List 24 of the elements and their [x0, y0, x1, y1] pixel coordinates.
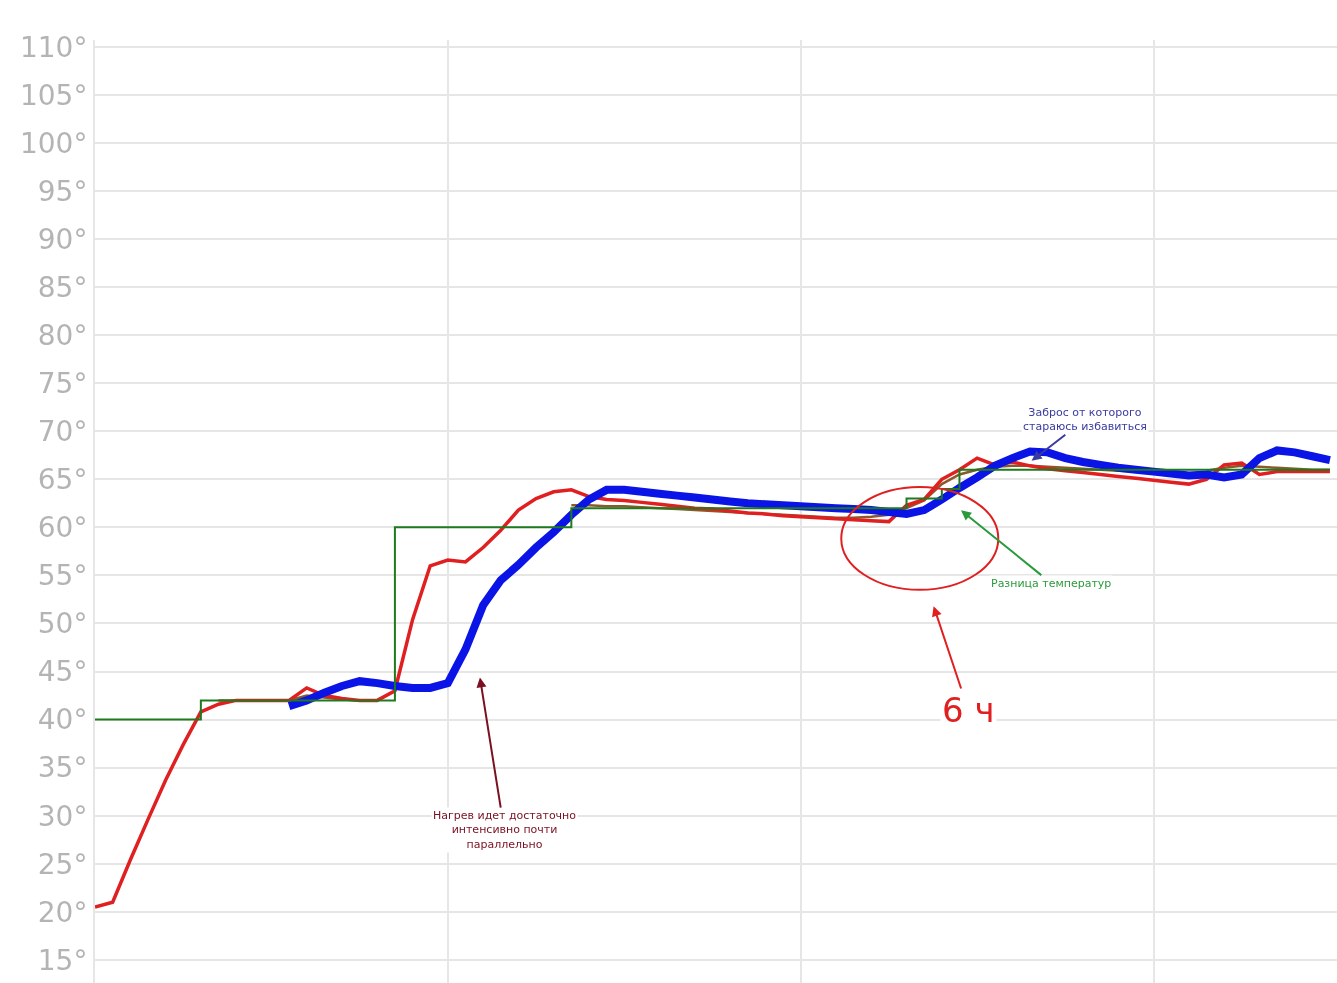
y-tick-label: 90° [37, 222, 88, 256]
y-tick-label: 75° [37, 366, 88, 400]
y-tick-label: 65° [37, 463, 88, 497]
y-tick-label: 85° [37, 270, 88, 304]
y-tick-label: 15° [37, 943, 88, 977]
annotation: Нагрев идет достаточно интенсивно почти параллельно [433, 809, 577, 851]
y-tick-label: 20° [37, 895, 88, 929]
y-tick-label: 45° [37, 655, 88, 689]
y-tick-label: 110° [19, 30, 88, 64]
y-tick-label: 95° [37, 174, 88, 208]
y-tick-label: 105° [19, 78, 88, 112]
annotation: Разница температур [991, 577, 1112, 590]
y-tick-label: 25° [37, 847, 88, 881]
y-tick-label: 100° [19, 126, 88, 160]
y-tick-label: 60° [37, 511, 88, 545]
y-tick-label: 35° [37, 751, 88, 785]
y-tick-label: 40° [37, 703, 88, 737]
y-tick-label: 80° [37, 318, 88, 352]
y-tick-label: 55° [37, 559, 88, 593]
y-tick-label: 50° [37, 607, 88, 641]
annotation: Заброс от которого стараюсь избавиться [1023, 406, 1147, 434]
y-tick-label: 70° [37, 415, 88, 449]
y-tick-label: 30° [37, 799, 88, 833]
annotation: 6 ч [942, 690, 995, 730]
